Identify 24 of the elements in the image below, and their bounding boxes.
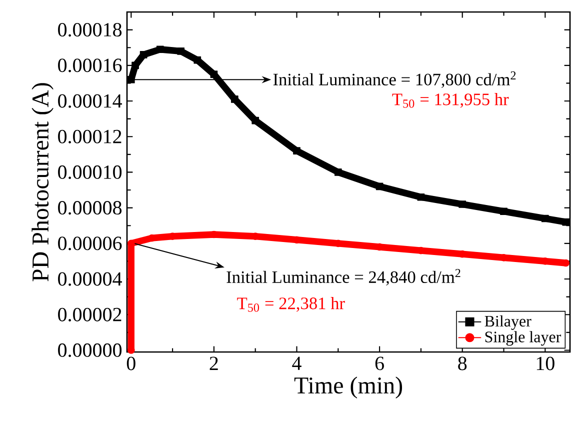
annotation: Initial Luminance = 107,800 cd/m$^{2}$ (273, 71, 516, 88)
x-tick-label: 0 (126, 356, 136, 370)
y-tick-label: 0.00014 (58, 94, 122, 108)
annotation: Initial Luminance = 24,840 cd/m$^{2}$ (226, 269, 460, 286)
x-tick-label: 4 (292, 356, 302, 370)
x-tick-label: 6 (375, 356, 384, 370)
y-tick-label: 0.00010 (58, 165, 122, 180)
y-tick-label: 0.00016 (58, 58, 122, 72)
x-tick-label: 10 (536, 356, 554, 370)
y-tick-label: 0.00004 (58, 272, 122, 286)
annotation: T$_{50}$ = 22,381 hr (237, 297, 345, 312)
legend-label: Single layer (485, 331, 562, 346)
y-tick-label: 0.00006 (58, 236, 122, 250)
x-tick-label: 2 (210, 356, 218, 370)
x-tick-label: 8 (458, 356, 467, 370)
y-tick-label: 0.00012 (58, 130, 122, 144)
y-tick-label: 0.00018 (58, 23, 122, 37)
annotation: T$_{50}$ = 131,955 hr (392, 93, 509, 108)
x-axis-title: Time (min) (294, 376, 402, 398)
y-axis-title: PD Photocurrent (A) (32, 83, 54, 282)
y-tick-label: 0.00002 (58, 308, 122, 322)
legend-label: Bilayer (484, 315, 532, 330)
y-tick-label: 0.00008 (58, 201, 122, 215)
y-tick-label: 0.00000 (58, 343, 122, 358)
